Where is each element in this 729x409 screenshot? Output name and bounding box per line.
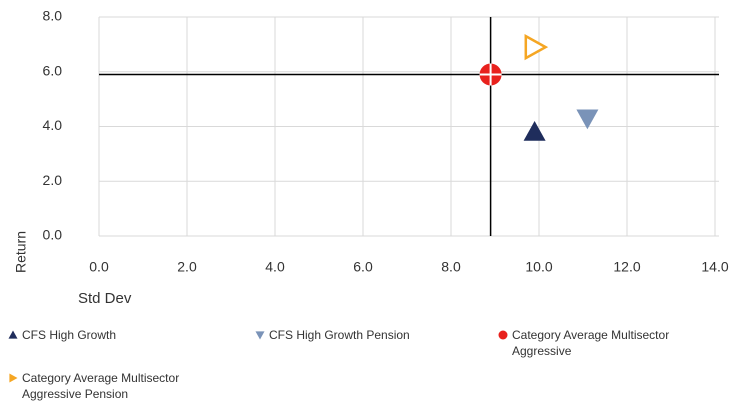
y-tick-label: 2.0 — [43, 172, 63, 188]
marker — [523, 120, 546, 141]
legend-marker — [9, 373, 18, 383]
y-tick-label: 8.0 — [43, 8, 63, 24]
legend-item: CFS High Growth — [8, 327, 193, 343]
y-tick-label: 4.0 — [43, 117, 63, 133]
x-tick-label: 8.0 — [441, 259, 461, 275]
y-tick-label: 0.0 — [43, 227, 63, 243]
x-tick-label: 4.0 — [265, 259, 285, 275]
x-axis-label: Std Dev — [78, 290, 132, 307]
marker — [576, 109, 599, 130]
marker — [8, 330, 18, 339]
marker — [255, 331, 265, 340]
x-tick-label: 6.0 — [353, 259, 373, 275]
marker — [524, 33, 549, 61]
legend-label: Category Average Multisector Aggressive … — [22, 371, 180, 401]
legend-label: CFS High Growth Pension — [269, 328, 410, 342]
x-tick-label: 10.0 — [525, 259, 552, 275]
legend-marker — [498, 330, 508, 340]
x-tick-label: 0.0 — [89, 259, 109, 275]
legend-item: Category Average Multisector Aggressive — [498, 327, 683, 359]
y-axis-label: Return — [13, 231, 29, 273]
legend-marker — [255, 331, 265, 340]
legend-item: Category Average Multisector Aggressive … — [8, 370, 193, 402]
marker — [9, 373, 18, 383]
x-tick-label: 14.0 — [701, 259, 728, 275]
x-tick-label: 12.0 — [613, 259, 640, 275]
marker — [498, 330, 508, 340]
legend-label: Category Average Multisector Aggressive — [512, 328, 670, 358]
legend-item: CFS High Growth Pension — [255, 327, 440, 343]
x-tick-label: 2.0 — [177, 259, 197, 275]
legend-marker — [8, 330, 18, 339]
y-tick-label: 6.0 — [43, 62, 63, 78]
legend-label: CFS High Growth — [22, 328, 117, 342]
